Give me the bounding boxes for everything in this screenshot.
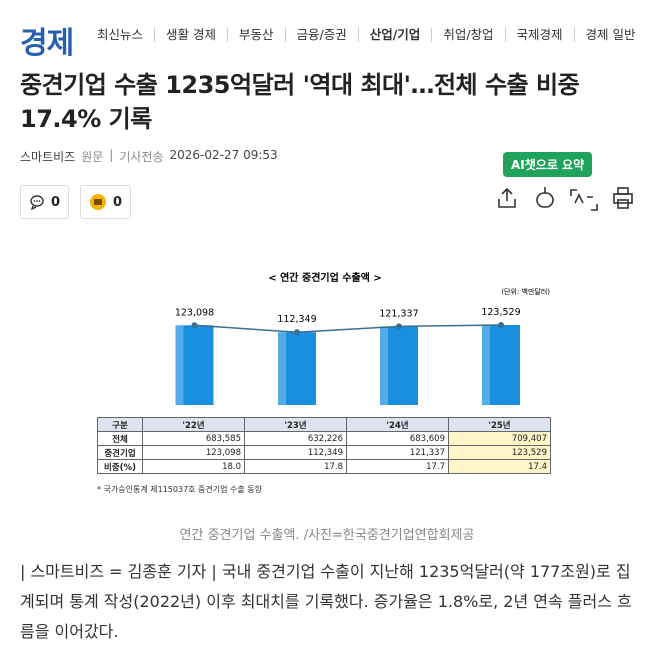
sent-label: 기사전송	[119, 150, 164, 164]
divider: |	[109, 148, 114, 162]
table-cell: 112,349	[244, 445, 347, 460]
table-header-cell: '23년	[244, 417, 347, 432]
table-cell: 17.7	[346, 459, 449, 474]
share-icon[interactable]	[498, 187, 516, 208]
bar-shade	[278, 332, 286, 405]
table-cell: 전체	[97, 431, 143, 446]
table-row: 비중(%) 18.0 17.8 17.7 17.4	[97, 459, 551, 474]
chart-title: < 연간 중견기업 수출액 >	[268, 271, 381, 284]
caption: 연간 중견기업 수출액. /사진=한국중견기업연합회제공	[179, 528, 475, 543]
logo[interactable]: 경제	[20, 26, 74, 61]
ai-summary[interactable]: AI챗으로 요약	[503, 152, 593, 177]
datetime: 2026-02-27 09:53	[169, 148, 278, 162]
nav-item[interactable]: 부동산	[227, 28, 285, 42]
comment-icon	[30, 195, 44, 210]
bar-shade	[175, 325, 184, 405]
table-header-cell: '25년	[448, 417, 551, 432]
nav-item[interactable]: 국제경제	[504, 28, 574, 42]
nav: 최신뉴스 생활 경제 부동산 금융/증권 산업/기업 취업/창업 국제경제 경제 일반	[86, 28, 647, 42]
translate-icon[interactable]	[570, 189, 598, 211]
table-row: 전체 683,585 632,226 683,609 709,407	[97, 431, 551, 446]
trend-dot	[294, 329, 300, 336]
table-corner: 구분	[97, 417, 143, 432]
trend-dot	[396, 323, 402, 330]
trend-dot	[498, 322, 504, 328]
bar-shade	[482, 325, 490, 405]
table-cell: 683,585	[142, 431, 245, 446]
table-cell: 632,226	[244, 431, 347, 446]
table-cell: 18.0	[142, 459, 245, 474]
table-cell: 683,609	[346, 431, 449, 446]
data-label: 121,337	[379, 308, 418, 319]
headline: 중견기업 수출 1235억달러 '역대 최대'…전체 수출 비중 17.4% 기…	[20, 71, 580, 133]
bar	[380, 326, 418, 405]
data-label: 123,098	[175, 307, 214, 318]
nav-item[interactable]: 금융/증권	[284, 28, 358, 42]
table-row: 중견기업 123,098 112,349 121,337 123,529	[97, 445, 551, 460]
data-label: 123,529	[481, 307, 520, 318]
table-cell: 중견기업	[97, 445, 143, 460]
trend-line	[194, 324, 502, 333]
table-cell: 123,529	[448, 445, 551, 460]
source[interactable]: 스마트비즈	[20, 150, 76, 164]
comment-count: 0	[51, 194, 61, 210]
table-cell: 비중(%)	[97, 459, 143, 474]
table-cell: 709,407	[448, 431, 551, 446]
table-cell: 17.8	[244, 459, 347, 474]
bar	[278, 332, 316, 405]
bot-icon[interactable]	[536, 187, 554, 208]
nav-item[interactable]: 경제 일반	[573, 28, 647, 42]
chart-unit: (단위: 백만달러)	[501, 287, 550, 296]
bar	[175, 325, 214, 405]
chart-note: * 국가승인통계 제115037호 중견기업 수출 동향	[97, 485, 263, 494]
table-cell: 17.4	[448, 459, 551, 474]
byline: 스마트비즈 원문 | 기사전송 2026-02-27 09:53	[20, 148, 278, 165]
table-header-cell: '22년	[142, 417, 245, 432]
print-icon[interactable]	[613, 187, 633, 209]
bar	[482, 325, 520, 405]
table-header-cell: '24년	[346, 417, 449, 432]
data-table: 구분 '22년 '23년 '24년 '25년 전체 683,585 632,226 683,60…	[97, 417, 551, 474]
nav-item[interactable]: 취업/창업	[431, 28, 504, 42]
comment-button[interactable]: 0	[20, 185, 70, 219]
data-label: 112,349	[277, 314, 316, 325]
bar-shade	[380, 326, 388, 405]
reaction-icon	[90, 194, 106, 210]
article-body: | 스마트비즈 = 김종훈 기자 | 국내 중견기업 수출이 지난해 1235억…	[20, 562, 632, 641]
trend-dot	[191, 322, 198, 329]
reaction-button[interactable]: 0	[80, 185, 132, 219]
original-link[interactable]: 원문	[81, 150, 104, 164]
table-header-row: 구분 '22년 '23년 '24년 '25년	[97, 417, 551, 432]
table-cell: 121,337	[346, 445, 449, 460]
table-cell: 123,098	[142, 445, 245, 460]
nav-item[interactable]: 최신뉴스	[97, 27, 144, 42]
toolbar-icons	[498, 187, 633, 211]
nav-item[interactable]: 생활 경제	[154, 28, 227, 42]
nav-item[interactable]: 산업/기업	[357, 28, 432, 42]
reaction-count: 0	[113, 194, 123, 210]
chart: < 연간 중견기업 수출액 > (단위: 백만달러) 123,098 112,34…	[175, 271, 550, 405]
